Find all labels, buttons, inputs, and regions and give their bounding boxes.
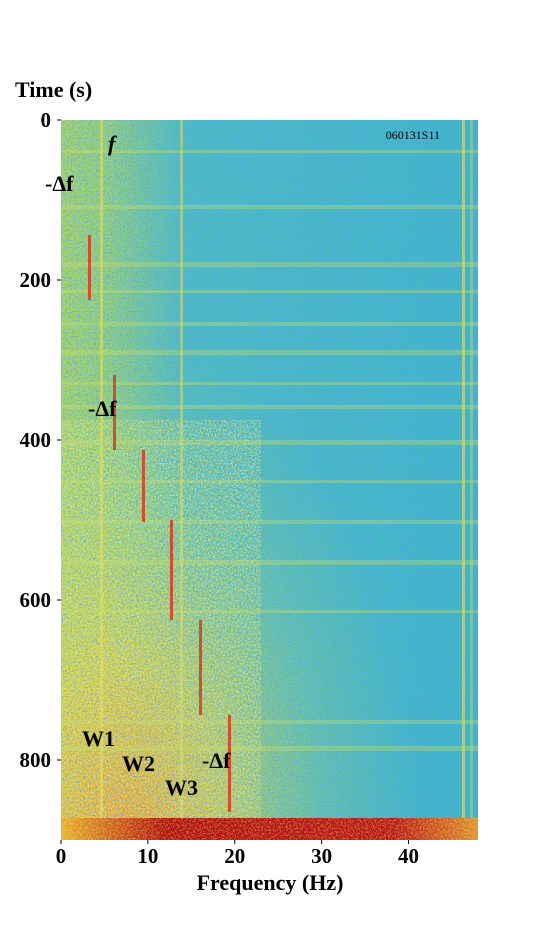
tone-segment xyxy=(199,620,202,715)
tone-segment xyxy=(228,715,231,812)
x-tick-label: 30 xyxy=(311,844,332,868)
annotation: -Δf xyxy=(202,748,231,773)
tone-segment xyxy=(142,450,145,522)
y-tick-label: 0 xyxy=(41,108,52,132)
x-tick-label: 10 xyxy=(137,844,158,868)
streak xyxy=(61,205,478,209)
streak xyxy=(61,560,478,565)
vertical-line xyxy=(462,120,465,840)
y-tick-label: 200 xyxy=(20,268,52,292)
annotation: W1 xyxy=(82,726,115,751)
field-speckle-warm xyxy=(61,420,261,840)
streak xyxy=(61,150,478,153)
annotation: f xyxy=(108,131,118,156)
streak xyxy=(61,746,478,751)
y-tick-label: 800 xyxy=(20,748,52,772)
y-tick-label: 400 xyxy=(20,428,52,452)
streak xyxy=(61,520,478,524)
annotation: W2 xyxy=(122,751,155,776)
y-axis-label: Time (s) xyxy=(15,77,92,102)
tone-segment xyxy=(88,235,91,300)
annotation: -Δf xyxy=(45,171,74,196)
annotation: -Δf xyxy=(88,396,117,421)
streak xyxy=(61,350,478,355)
streak xyxy=(61,290,478,293)
x-tick-label: 0 xyxy=(56,844,67,868)
record-id: 060131S11 xyxy=(386,128,440,142)
vertical-line xyxy=(100,120,103,840)
streak xyxy=(61,322,478,326)
streak xyxy=(61,382,478,385)
spectrogram xyxy=(61,120,478,840)
x-tick-label: 20 xyxy=(224,844,245,868)
y-tick-label: 600 xyxy=(20,588,52,612)
vertical-line xyxy=(180,120,183,840)
streak xyxy=(61,720,478,724)
tone-segment xyxy=(113,375,116,450)
streak xyxy=(61,610,478,613)
annotation: W3 xyxy=(165,775,198,800)
x-tick-label: 40 xyxy=(398,844,419,868)
vertical-line xyxy=(470,120,473,840)
bottom-band-speckle xyxy=(61,818,478,840)
x-axis-label: Frequency (Hz) xyxy=(197,870,344,895)
streak xyxy=(61,440,478,445)
streak xyxy=(61,480,478,483)
streak xyxy=(61,262,478,267)
streak xyxy=(61,405,478,409)
tone-segment xyxy=(170,520,173,620)
